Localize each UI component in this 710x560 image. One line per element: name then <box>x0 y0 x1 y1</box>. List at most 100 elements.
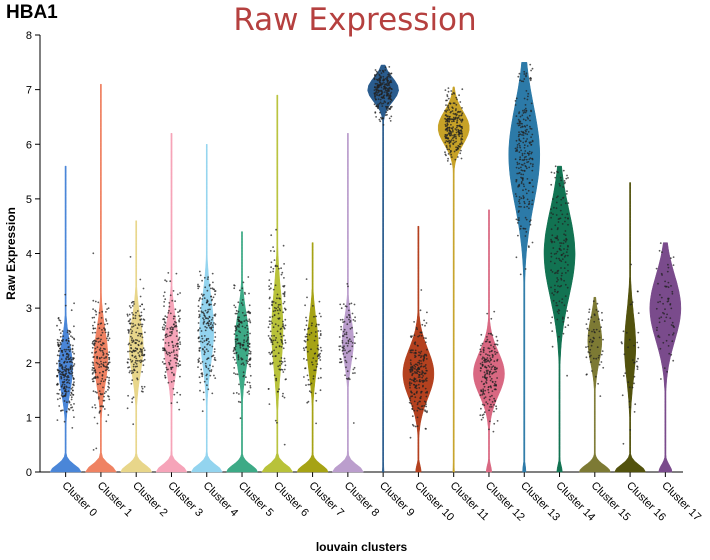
data-point <box>64 293 67 296</box>
data-point <box>447 97 450 100</box>
data-point <box>271 343 274 346</box>
data-point <box>247 345 250 348</box>
data-point <box>56 362 58 365</box>
data-point <box>136 378 139 381</box>
data-point <box>316 347 319 350</box>
data-point <box>670 285 672 287</box>
data-point <box>94 404 96 406</box>
data-point <box>68 379 70 382</box>
data-point <box>141 325 143 328</box>
data-point <box>515 195 518 198</box>
data-point <box>283 300 286 303</box>
data-point <box>479 369 482 372</box>
data-point <box>460 114 462 117</box>
data-point <box>100 362 103 365</box>
data-point <box>173 323 175 325</box>
data-point <box>237 358 240 361</box>
data-point <box>531 139 534 142</box>
data-point <box>482 376 484 378</box>
data-point <box>564 254 567 257</box>
data-point <box>64 366 66 369</box>
data-point <box>172 317 175 320</box>
data-point <box>347 339 350 342</box>
data-point <box>108 376 110 379</box>
data-point <box>317 323 320 326</box>
data-point <box>134 347 137 350</box>
data-point <box>319 352 321 355</box>
data-point <box>95 447 98 450</box>
data-point <box>163 301 166 303</box>
data-point <box>461 135 464 138</box>
data-point <box>161 361 164 363</box>
data-point <box>514 193 517 195</box>
data-point <box>516 163 519 166</box>
data-point <box>307 379 310 381</box>
data-point <box>72 389 74 392</box>
data-point <box>381 105 384 107</box>
data-point <box>444 123 447 126</box>
data-point <box>129 318 132 321</box>
data-point <box>560 198 563 201</box>
data-point <box>529 219 532 222</box>
data-point <box>445 145 448 147</box>
data-point <box>375 116 377 118</box>
data-point <box>63 348 66 351</box>
data-point <box>93 416 96 419</box>
data-point <box>496 351 498 354</box>
data-point <box>461 118 464 121</box>
data-point <box>283 284 286 287</box>
data-point <box>561 301 563 304</box>
data-point <box>558 300 561 303</box>
data-point <box>274 284 277 287</box>
data-point <box>170 381 173 383</box>
data-point <box>197 322 200 324</box>
data-point <box>566 254 569 257</box>
data-point <box>518 205 520 208</box>
data-point <box>249 363 252 366</box>
data-point <box>566 248 569 251</box>
data-point <box>415 371 418 374</box>
data-point <box>494 399 496 402</box>
data-point <box>249 352 252 355</box>
data-point <box>280 273 283 276</box>
data-point <box>530 102 533 105</box>
data-point <box>388 66 391 68</box>
data-point <box>413 383 416 386</box>
data-point <box>665 285 668 288</box>
data-point <box>342 346 344 349</box>
data-point <box>415 352 417 355</box>
data-point <box>235 334 238 337</box>
data-point <box>314 335 317 338</box>
data-point <box>524 235 527 237</box>
data-point <box>521 179 524 181</box>
data-point <box>517 211 520 213</box>
data-point <box>344 359 347 362</box>
data-point <box>454 112 457 115</box>
data-point <box>489 379 492 382</box>
data-point <box>490 368 493 370</box>
data-point <box>481 358 484 360</box>
data-point <box>523 144 526 147</box>
data-point <box>516 222 519 224</box>
violins <box>49 62 682 473</box>
data-point <box>445 110 448 113</box>
data-point <box>313 339 316 342</box>
data-point <box>107 353 110 356</box>
data-point <box>234 329 237 332</box>
data-point <box>142 287 145 290</box>
data-point <box>521 177 524 180</box>
data-point <box>633 361 636 364</box>
data-point <box>482 388 485 391</box>
data-point <box>559 242 561 244</box>
data-point <box>197 287 200 290</box>
data-point <box>305 359 308 361</box>
data-point <box>98 348 101 351</box>
data-point <box>457 116 460 119</box>
data-point <box>246 342 249 345</box>
data-point <box>268 307 271 310</box>
data-point <box>340 307 343 310</box>
data-point <box>93 370 95 372</box>
data-point <box>409 384 411 387</box>
data-point <box>68 408 71 411</box>
data-point <box>178 348 181 350</box>
